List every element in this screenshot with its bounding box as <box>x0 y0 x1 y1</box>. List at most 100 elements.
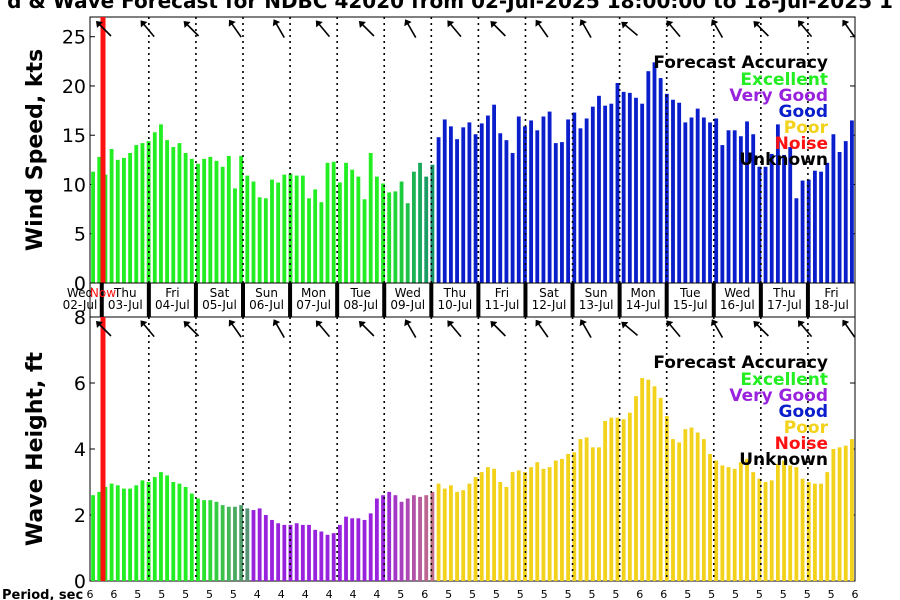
bar <box>683 429 688 581</box>
day-label: Mon <box>630 286 655 300</box>
bar <box>97 156 102 283</box>
bar <box>455 491 459 581</box>
bar <box>652 386 657 581</box>
direction-arrow <box>535 319 549 338</box>
day-divider <box>241 283 245 317</box>
bar <box>763 166 768 283</box>
arrow-head <box>666 20 674 28</box>
bar <box>479 123 484 284</box>
day-divider <box>617 283 622 317</box>
bar <box>843 445 848 581</box>
bar <box>159 472 163 581</box>
bar <box>615 417 620 581</box>
bar <box>738 136 743 283</box>
bar <box>640 378 645 581</box>
period-value: 5 <box>612 588 619 600</box>
bar <box>461 127 466 283</box>
arrow-shaft <box>581 21 592 38</box>
bar <box>233 506 237 581</box>
direction-arrow <box>621 321 638 336</box>
arrow-shaft <box>448 321 462 338</box>
bar <box>122 488 126 581</box>
bar <box>486 115 490 284</box>
period-value: 5 <box>445 588 452 600</box>
day-divider <box>99 283 104 317</box>
arrow-shaft <box>274 21 285 38</box>
arrow-shaft <box>843 321 856 338</box>
arrow-head <box>404 319 412 327</box>
bar <box>850 439 854 581</box>
bar <box>263 515 268 581</box>
wind-speed-panel: 0 5 10 15 20 25 Wind Speed, kts Forecast Accura… <box>23 16 856 318</box>
bar <box>208 500 213 581</box>
bar <box>708 453 712 581</box>
arrow-head <box>404 19 412 27</box>
direction-arrow <box>666 320 681 338</box>
day-label: Sun <box>585 286 608 300</box>
bar <box>634 97 638 283</box>
bar <box>825 162 830 283</box>
bar <box>442 119 447 284</box>
arrow-head <box>579 319 587 327</box>
legend-entry: Poor <box>784 418 829 438</box>
bar <box>812 170 817 283</box>
period-value: 5 <box>804 588 811 600</box>
day-divider <box>805 283 810 317</box>
bar <box>794 198 799 283</box>
bar <box>411 495 416 581</box>
bar <box>732 468 737 581</box>
arrow-shaft <box>536 21 549 38</box>
arrow-head <box>447 20 455 28</box>
arrow-shaft <box>754 22 769 37</box>
period-value: 5 <box>756 588 763 600</box>
bar <box>498 133 503 283</box>
arrow-shaft <box>185 22 200 37</box>
bar <box>319 531 324 581</box>
date-label: 17-Jul <box>767 298 802 312</box>
bar <box>695 108 700 284</box>
period-value: 6 <box>110 588 117 600</box>
bar <box>430 491 435 581</box>
bar <box>819 171 823 283</box>
bar <box>560 142 564 283</box>
arrow-shaft <box>491 22 506 37</box>
date-label: 08-Jul <box>343 298 378 312</box>
bar <box>763 482 768 581</box>
period-value: 5 <box>493 588 500 600</box>
direction-arrow <box>183 321 200 337</box>
y-axis-label: Wave Height, ft <box>23 351 48 546</box>
arrow-head <box>228 319 236 327</box>
y-tick-label: 4 <box>74 439 86 461</box>
day-label: Sun <box>255 286 278 300</box>
bar <box>350 518 355 581</box>
bar <box>368 152 373 283</box>
direction-arrow <box>753 21 769 37</box>
bar <box>541 468 546 581</box>
y-tick-label: 0 <box>74 571 86 593</box>
period-value: 6 <box>636 588 643 600</box>
bar <box>831 449 836 581</box>
date-label: 18-Jul <box>814 298 849 312</box>
day-label: Fri <box>495 286 509 300</box>
date-label: 03-Jul <box>108 298 143 312</box>
arrow-shaft <box>405 321 417 338</box>
bar <box>751 472 756 581</box>
arrow-head <box>140 20 148 28</box>
arrow-shaft <box>622 322 638 336</box>
bar <box>140 480 145 581</box>
bar <box>152 132 157 283</box>
date-label: 10-Jul <box>437 298 472 312</box>
bar <box>146 482 151 581</box>
legend-entry: Poor <box>784 118 829 138</box>
bar <box>319 202 324 283</box>
arrow-head <box>535 319 543 327</box>
arrow-shaft <box>274 321 285 338</box>
arrow-head <box>797 20 805 28</box>
y-tick-label: 25 <box>62 27 86 49</box>
direction-arrow <box>272 319 285 338</box>
bar <box>202 158 207 283</box>
period-value: 5 <box>565 588 572 600</box>
bar <box>436 483 441 581</box>
arrow-head <box>710 319 719 327</box>
day-divider <box>288 283 293 317</box>
